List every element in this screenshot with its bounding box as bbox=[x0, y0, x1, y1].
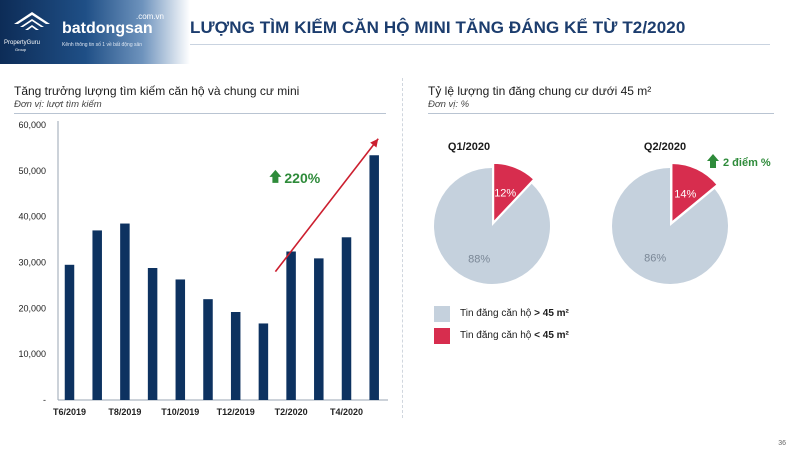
right-panel-unit: Đơn vị: % bbox=[428, 99, 470, 110]
pie-value-small-2: 14% bbox=[674, 189, 696, 201]
left-panel-unit: Đơn vị: lượt tìm kiếm bbox=[14, 99, 102, 110]
bar-t9-2019 bbox=[147, 268, 158, 400]
panel-divider bbox=[402, 78, 404, 418]
page-number: 36 bbox=[778, 440, 786, 447]
x-tick-label: T2/2020 bbox=[275, 407, 308, 417]
x-tick-label: T12/2019 bbox=[217, 407, 255, 417]
bar-t7-2019 bbox=[92, 230, 102, 400]
legend-label: Tin đăng căn hộ > 45 m² bbox=[460, 308, 569, 319]
y-tick-label: 20,000 bbox=[18, 303, 46, 313]
pie-title-1: Q1/2020 bbox=[448, 141, 490, 153]
bar-t12-2019 bbox=[230, 312, 241, 400]
legend-swatch bbox=[434, 328, 450, 344]
pie-change-annotation: 2 điểm % bbox=[723, 157, 771, 169]
x-tick-label: T6/2019 bbox=[53, 407, 86, 417]
y-tick-label: 40,000 bbox=[18, 212, 46, 222]
right-panel-rule bbox=[428, 113, 774, 114]
pie-slice-large-2 bbox=[612, 168, 728, 284]
propertyguru-logo-icon bbox=[14, 12, 50, 30]
pie-title-2: Q2/2020 bbox=[644, 141, 686, 153]
propertyguru-name: PropertyGuru bbox=[4, 40, 41, 46]
propertyguru-sub: Group bbox=[15, 47, 27, 52]
bar-t1-2020 bbox=[258, 323, 269, 400]
y-tick-label: 60,000 bbox=[18, 120, 46, 130]
bar-t5-2020 bbox=[369, 155, 379, 400]
pie-slice-large-1 bbox=[434, 168, 550, 284]
y-tick-label: 50,000 bbox=[18, 166, 46, 176]
page-title: LƯỢNG TÌM KIẾM CĂN HỘ MINI TĂNG ĐÁNG KỂ … bbox=[190, 18, 686, 37]
x-tick-label: T4/2020 bbox=[330, 407, 363, 417]
pie-up-arrow-icon bbox=[707, 154, 719, 168]
pie-value-small-1: 12% bbox=[494, 188, 516, 200]
y-tick-label: 30,000 bbox=[18, 258, 46, 268]
trend-arrow-line bbox=[274, 138, 379, 273]
batdongsan-name: batdongsan bbox=[62, 20, 153, 37]
bar-t11-2019 bbox=[203, 299, 213, 400]
legend-label: Tin đăng căn hộ < 45 m² bbox=[460, 330, 569, 341]
x-tick-label: T8/2019 bbox=[108, 407, 141, 417]
bar-t2-2020 bbox=[286, 251, 296, 400]
pie-value-large-1: 88% bbox=[468, 253, 490, 265]
bar-t4-2020 bbox=[341, 237, 352, 400]
pie-slice-small-2 bbox=[670, 162, 719, 224]
y-tick-label: - bbox=[43, 395, 46, 405]
left-panel-title: Tăng trưởng lượng tìm kiếm căn hộ và chu… bbox=[14, 84, 300, 98]
trend-arrow-head bbox=[370, 138, 379, 148]
left-panel-rule bbox=[14, 113, 386, 114]
pie-value-large-2: 86% bbox=[644, 252, 666, 264]
bar-t8-2019 bbox=[120, 223, 130, 400]
x-tick-label: T10/2019 bbox=[161, 407, 199, 417]
header: PropertyGuru Group .com.vn batdongsan Kê… bbox=[0, 0, 800, 64]
bar-t3-2020 bbox=[314, 258, 324, 400]
title-rule bbox=[190, 44, 770, 45]
bar-t10-2019 bbox=[175, 279, 186, 400]
batdongsan-domain: .com.vn bbox=[135, 12, 164, 21]
growth-up-arrow-icon bbox=[269, 169, 282, 183]
growth-annotation: 220% bbox=[284, 170, 320, 186]
pie-slice-small-1 bbox=[492, 162, 536, 225]
batdongsan-tagline: Kênh thông tin số 1 về bất động sản bbox=[62, 42, 143, 48]
right-panel-title: Tỷ lệ lượng tin đăng chung cư dưới 45 m² bbox=[428, 84, 652, 98]
y-tick-label: 10,000 bbox=[18, 349, 46, 359]
legend-swatch bbox=[434, 306, 450, 322]
batdongsan-logo: .com.vn batdongsan Kênh thông tin số 1 v… bbox=[62, 12, 172, 52]
bar-t6-2019 bbox=[64, 264, 75, 400]
header-city-image bbox=[0, 0, 190, 64]
